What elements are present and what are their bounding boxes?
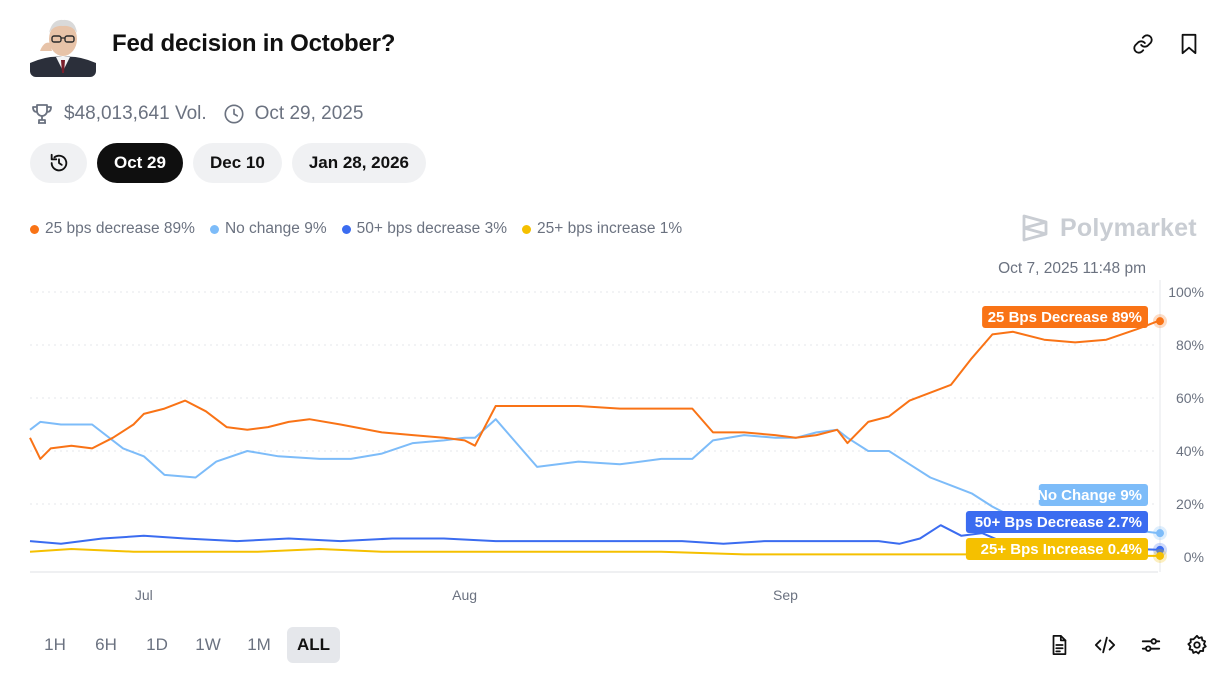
chart-tools: [1046, 632, 1210, 658]
sliders-icon[interactable]: [1138, 632, 1164, 658]
legend-dot: [209, 224, 219, 234]
polymarket-watermark: Polymarket: [1020, 212, 1197, 244]
hover-timestamp: Oct 7, 2025 11:48 pm: [998, 260, 1146, 277]
series-line: [29, 524, 1159, 551]
range-6h[interactable]: 6H: [95, 635, 117, 654]
trophy-icon: [32, 104, 52, 124]
y-tick-label: 40%: [1176, 443, 1204, 459]
legend-dot: [30, 224, 39, 234]
volume-text: $48,013,641 Vol.: [64, 103, 207, 124]
end-label-box: [965, 511, 1148, 533]
series-end-dot: [1156, 529, 1164, 538]
end-date-text: Oct 29, 2025: [254, 103, 364, 124]
x-tick-label: Jul: [135, 587, 153, 603]
history-icon: [50, 153, 67, 172]
y-tick-label: 80%: [1176, 337, 1204, 353]
legend-dot: [341, 224, 351, 234]
history-button[interactable]: [30, 143, 87, 183]
y-tick-label: 0%: [1184, 549, 1204, 565]
chart-end-labels: 25 Bps Decrease 89% No Change 9% 50+ Bps D…: [965, 306, 1148, 560]
series-end-dot: [1156, 551, 1164, 560]
y-tick-label: 100%: [1168, 284, 1204, 300]
range-all[interactable]: ALL: [287, 627, 341, 663]
series-end-dot: [1156, 545, 1164, 554]
polymarket-logo-icon: [1022, 214, 1048, 242]
legend-label: No change 9%: [224, 220, 327, 237]
y-tick-label: 60%: [1176, 390, 1204, 406]
series-line: [29, 418, 1159, 535]
tab-oct-29[interactable]: Oct 29: [97, 143, 183, 183]
x-tick-label: Sep: [773, 587, 798, 603]
legend-label: 25 bps decrease 89%: [45, 220, 195, 237]
brand-text: Polymarket: [1060, 213, 1197, 242]
range-1d[interactable]: 1D: [146, 635, 168, 654]
chart-legend: 25 bps decrease 89% No change 9% 50+ bps…: [30, 220, 682, 238]
time-range-selector: 1H 6H 1D 1W 1M ALL: [32, 627, 341, 663]
end-label-text: 25+ Bps Increase 0.4%: [981, 541, 1142, 558]
range-1h[interactable]: 1H: [44, 635, 66, 654]
end-label-box: [982, 306, 1148, 328]
document-icon[interactable]: [1046, 632, 1072, 658]
legend-item: 50+ bps decrease 3%: [341, 220, 507, 238]
legend-label: 50+ bps decrease 3%: [356, 220, 507, 237]
market-title: Fed decision in October?: [112, 30, 396, 57]
y-tick-label: 20%: [1176, 496, 1204, 512]
legend-label: 25+ bps increase 1%: [537, 220, 683, 237]
market-header: Fed decision in October?: [30, 11, 1220, 77]
chart-grid: [30, 280, 1161, 572]
tab-dec-10[interactable]: Dec 10: [192, 143, 282, 183]
legend-item: 25+ bps increase 1%: [522, 220, 682, 238]
legend-item: 25 bps decrease 89%: [30, 220, 195, 238]
end-label-box: [1038, 484, 1148, 506]
end-label-text: No Change 9%: [1037, 487, 1142, 504]
end-label-box: [965, 538, 1148, 560]
end-label-text: 50+ Bps Decrease 2.7%: [975, 514, 1142, 531]
market-avatar: [30, 11, 96, 77]
market-meta: $48,013,641 Vol. Oct 29, 2025: [30, 100, 363, 128]
tab-jan-28-2026[interactable]: Jan 28, 2026: [291, 143, 427, 183]
range-1w[interactable]: 1W: [195, 635, 221, 654]
clock-icon: [224, 104, 244, 124]
chart-axes: 0% 20% 40% 60% 80% 100% Jul Aug Sep: [30, 284, 1204, 603]
x-tick-label: Aug: [452, 587, 477, 603]
series-end-dot: [1156, 317, 1164, 326]
settings-icon[interactable]: [1184, 632, 1210, 658]
embed-code-icon[interactable]: [1092, 632, 1118, 658]
series-line: [29, 320, 1159, 460]
end-label-text: 25 Bps Decrease 89%: [988, 309, 1142, 326]
legend-item: No change 9%: [209, 220, 327, 238]
range-1m[interactable]: 1M: [247, 635, 271, 654]
legend-dot: [522, 224, 531, 234]
date-tab-bar: Oct 29 Dec 10 Jan 28, 2026: [30, 143, 427, 183]
link-icon[interactable]: [1130, 31, 1156, 57]
bookmark-icon[interactable]: [1176, 31, 1202, 57]
